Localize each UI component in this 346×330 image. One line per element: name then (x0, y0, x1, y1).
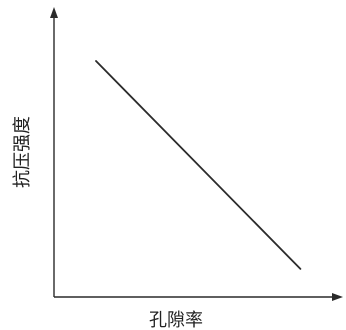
series-line-0 (95, 60, 302, 270)
x-axis-label: 孔隙率 (149, 310, 203, 330)
y-axis-arrow-icon (50, 7, 58, 18)
y-axis-label: 抗压强度 (12, 116, 33, 188)
axes (50, 7, 343, 301)
series-layer (95, 60, 302, 270)
x-axis-arrow-icon (332, 293, 343, 301)
